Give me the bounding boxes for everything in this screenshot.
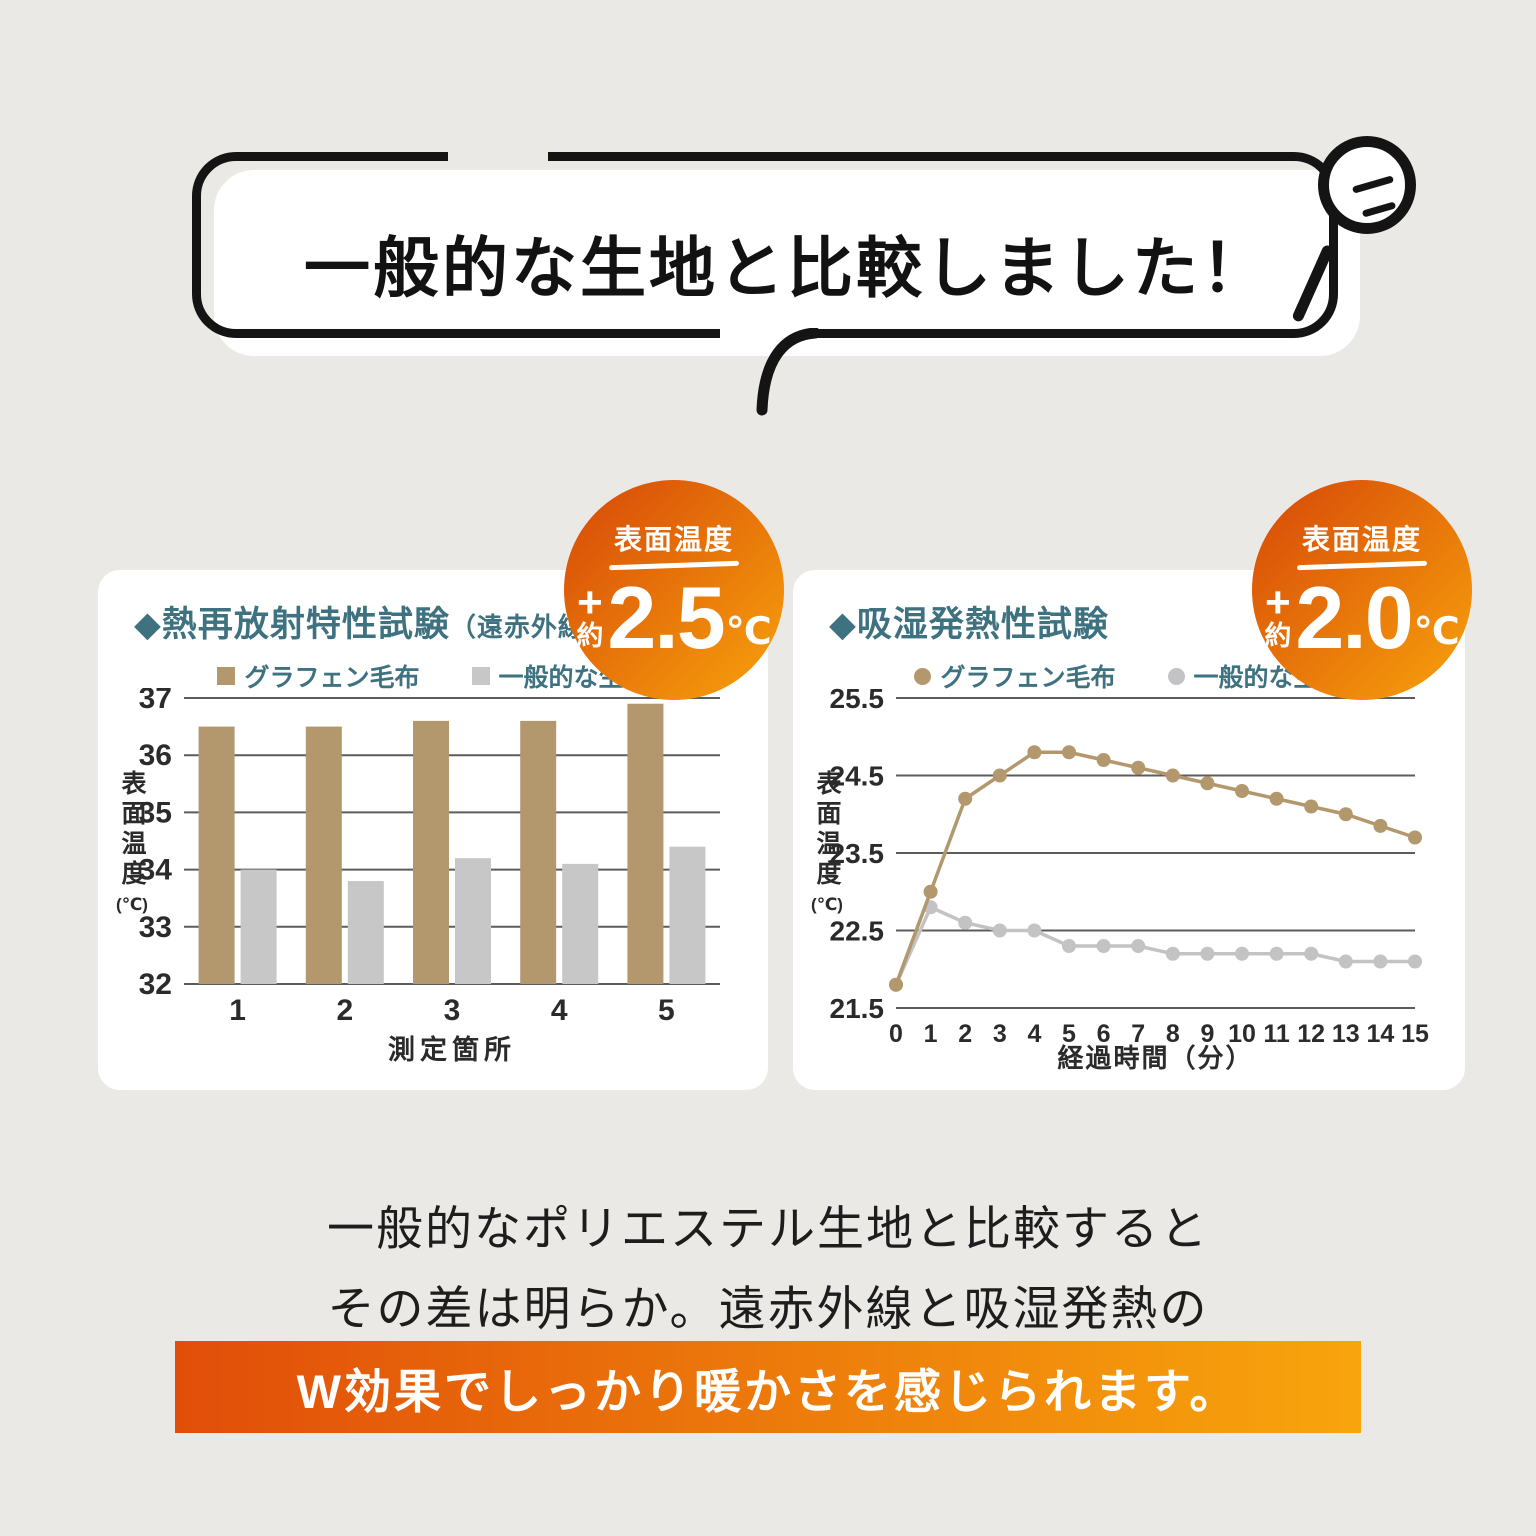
svg-text:5: 5 — [1062, 1020, 1076, 1048]
y-axis-title-text: 表面温度 — [813, 770, 841, 890]
y-axis-title-text: 表面温度 — [118, 770, 146, 890]
svg-text:37: 37 — [139, 688, 172, 715]
y-axis-unit: (℃) — [811, 895, 843, 914]
footer-text-line2: その差は明らか。遠赤外線と吸湿発熱の — [327, 1282, 1209, 1335]
svg-text:4: 4 — [551, 994, 568, 1027]
badge-heading: 表面温度 — [1301, 524, 1422, 555]
badge-value-row: + 約 2.0 ℃ — [1264, 574, 1459, 662]
chart-title-text: ◆熱再放射特性試験 — [134, 605, 450, 644]
svg-text:0: 0 — [889, 1020, 903, 1048]
speech-bubble — [214, 170, 1360, 356]
svg-text:4: 4 — [1027, 1020, 1041, 1048]
svg-text:9: 9 — [1200, 1020, 1214, 1048]
legend: グラフェン毛布 一般的な生地 — [793, 658, 1465, 694]
badge-value: 2.5 — [607, 568, 725, 667]
svg-text:6: 6 — [1097, 1020, 1111, 1048]
legend-marker-general — [471, 667, 490, 685]
footer-text-line1: 一般的なポリエステル生地と比較すると — [327, 1202, 1209, 1255]
svg-text:23.5: 23.5 — [830, 838, 885, 869]
badge-value-row: + 約 2.5 ℃ — [576, 574, 771, 662]
legend-item-graphene: グラフェン毛布 — [914, 658, 1116, 694]
svg-text:1: 1 — [229, 994, 246, 1027]
svg-text:5: 5 — [658, 994, 675, 1027]
svg-text:7: 7 — [1131, 1020, 1145, 1048]
headline: 一般的な生地と比較しました！ — [304, 231, 1270, 305]
chart-title-text: ◆吸湿発熱性試験 — [829, 605, 1109, 644]
legend-marker-general — [1167, 667, 1185, 685]
svg-text:34: 34 — [139, 854, 173, 887]
badge-plus: + — [1264, 578, 1291, 628]
svg-text:3: 3 — [993, 1020, 1007, 1048]
svg-text:11: 11 — [1263, 1020, 1290, 1048]
y-axis-title: 表面温度 (℃) — [114, 770, 150, 915]
legend-label: グラフェン毛布 — [244, 664, 420, 692]
legend-marker-graphene — [914, 667, 932, 685]
svg-text:13: 13 — [1332, 1020, 1360, 1048]
speech-bubble-outline-gap-top — [448, 144, 548, 166]
svg-text:22.5: 22.5 — [830, 916, 885, 947]
badge-heading: 表面温度 — [613, 524, 734, 555]
surface-temp-badge-right: 表面温度 + 約 2.0 ℃ — [1252, 480, 1472, 700]
svg-text:1: 1 — [924, 1020, 938, 1048]
legend-marker-graphene — [217, 667, 236, 685]
svg-text:32: 32 — [139, 968, 172, 1001]
badge-unit: ℃ — [725, 611, 772, 653]
legend-item-graphene: グラフェン毛布 — [217, 658, 420, 694]
svg-text:3: 3 — [444, 994, 461, 1027]
speech-bubble-tail — [756, 328, 821, 416]
svg-text:15: 15 — [1401, 1020, 1429, 1048]
svg-text:35: 35 — [139, 796, 172, 829]
svg-text:12: 12 — [1297, 1020, 1325, 1048]
chart-title: ◆熱再放射特性試験（遠赤外線） — [134, 596, 612, 647]
svg-text:測定箇所: 測定箇所 — [388, 1034, 516, 1065]
surface-temp-badge-left: 表面温度 + 約 2.5 ℃ — [564, 480, 784, 700]
badge-approx: 約 — [576, 620, 604, 651]
svg-text:10: 10 — [1228, 1020, 1256, 1048]
svg-text:経過時間（分）: 経過時間（分） — [1057, 1043, 1253, 1073]
svg-text:8: 8 — [1166, 1020, 1180, 1048]
y-axis-unit: (℃) — [116, 895, 148, 914]
svg-text:21.5: 21.5 — [830, 993, 885, 1024]
svg-text:24.5: 24.5 — [830, 761, 885, 792]
svg-text:2: 2 — [336, 994, 353, 1027]
moisture-heat-chart-card: ◆吸湿発熱性試験 グラフェン毛布 一般的な生地 表面温度 (℃) 25.5 24.… — [793, 570, 1465, 1090]
legend-label: グラフェン毛布 — [940, 664, 1116, 692]
badge-plus: + — [576, 578, 603, 628]
line-chart: 25.524.523.522.521.50 1 2 3 4 5 6 7 8 9 10 11 12 13 14… — [830, 688, 1429, 1073]
svg-text:14: 14 — [1366, 1020, 1394, 1048]
svg-text:36: 36 — [139, 739, 172, 772]
badge-approx: 約 — [1264, 620, 1292, 651]
svg-text:2: 2 — [958, 1020, 972, 1048]
y-axis-title: 表面温度 (℃) — [809, 770, 845, 915]
footer-highlight-banner: W効果でしっかり暖かさを感じられます。 — [175, 1341, 1361, 1433]
chart-title: ◆吸湿発熱性試験 — [829, 596, 1109, 647]
svg-text:25.5: 25.5 — [830, 688, 885, 714]
badge-unit: ℃ — [1413, 611, 1460, 653]
badge-value: 2.0 — [1295, 568, 1413, 667]
svg-text:33: 33 — [139, 911, 172, 944]
